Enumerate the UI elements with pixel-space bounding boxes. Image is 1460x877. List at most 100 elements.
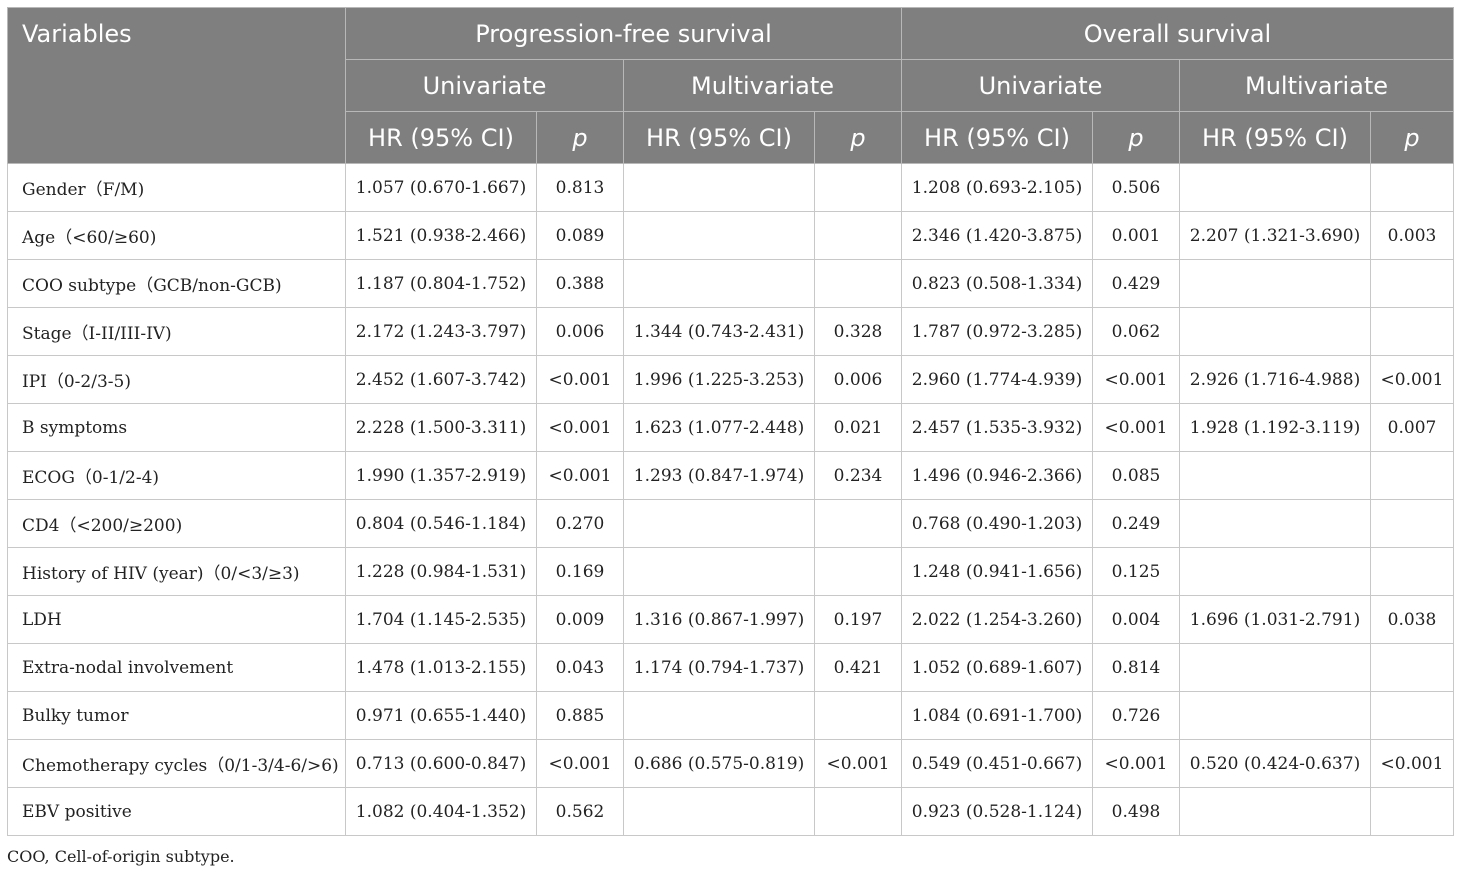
hr-cell: 0.713 (0.600-0.847) bbox=[345, 739, 537, 788]
variable-cell: Bulky tumor bbox=[7, 691, 346, 740]
p-value-cell: 0.197 bbox=[814, 595, 902, 644]
header-row-1: Variables Progression-free survival Over… bbox=[7, 7, 1454, 164]
variable-cell: IPI（0-2/3-5) bbox=[7, 355, 346, 404]
hr-cell: 1.928 (1.192-3.119) bbox=[1179, 403, 1371, 452]
p-value-cell bbox=[1370, 643, 1454, 692]
hr-cell: 1.084 (0.691-1.700) bbox=[901, 691, 1093, 740]
p-value-cell: 0.498 bbox=[1092, 787, 1180, 836]
p-value-cell: 0.421 bbox=[814, 643, 902, 692]
variable-cell: Chemotherapy cycles（0/1-3/4-6/>6) bbox=[7, 739, 346, 788]
p-value-cell: <0.001 bbox=[1370, 355, 1454, 404]
hr-cell: 1.208 (0.693-2.105) bbox=[901, 163, 1093, 212]
p-value-cell: 0.089 bbox=[536, 211, 624, 260]
pfs-univariate-header: Univariate bbox=[345, 59, 624, 112]
hr-cell: 1.052 (0.689-1.607) bbox=[901, 643, 1093, 692]
pfs-multivariate-header: Multivariate bbox=[623, 59, 902, 112]
hr-cell: 1.057 (0.670-1.667) bbox=[345, 163, 537, 212]
p-value-cell bbox=[814, 211, 902, 260]
hr-cell: 1.174 (0.794-1.737) bbox=[623, 643, 815, 692]
hr-cell bbox=[1179, 307, 1371, 356]
hr-cell bbox=[1179, 643, 1371, 692]
p-value-cell: 0.249 bbox=[1092, 499, 1180, 548]
p-value-cell bbox=[814, 787, 902, 836]
p-value-cell bbox=[814, 499, 902, 548]
p-value-cell bbox=[1370, 691, 1454, 740]
hr-cell: 0.549 (0.451-0.667) bbox=[901, 739, 1093, 788]
p-value-cell: 0.813 bbox=[536, 163, 624, 212]
hr-cell bbox=[1179, 259, 1371, 308]
p-header: p bbox=[1092, 111, 1180, 164]
hr-cell bbox=[1179, 691, 1371, 740]
p-value-cell: 0.003 bbox=[1370, 211, 1454, 260]
hr-cell: 1.704 (1.145-2.535) bbox=[345, 595, 537, 644]
os-multivariate-header: Multivariate bbox=[1179, 59, 1454, 112]
table-row: COO subtype（GCB/non-GCB) 1.187 (0.804-1.7… bbox=[7, 259, 1454, 308]
hr-cell: 0.686 (0.575-0.819) bbox=[623, 739, 815, 788]
hr-cell: 1.990 (1.357-2.919) bbox=[345, 451, 537, 500]
hr-cell: 2.457 (1.535-3.932) bbox=[901, 403, 1093, 452]
table-row: EBV positive 1.082 (0.404-1.352) 0.562 0.92… bbox=[7, 787, 1454, 836]
os-header: Overall survival bbox=[901, 7, 1454, 60]
hr-cell: 1.478 (1.013-2.155) bbox=[345, 643, 537, 692]
p-value-cell: 0.009 bbox=[536, 595, 624, 644]
hr-cell bbox=[1179, 451, 1371, 500]
header-row-2: Univariate Multivariate Univariate Multi… bbox=[8, 59, 1454, 112]
hr-cell: 1.996 (1.225-3.253) bbox=[623, 355, 815, 404]
table-row: History of HIV (year)（0/<3/≥3) 1.228 (0.9… bbox=[7, 547, 1454, 596]
table-row: CD4（<200/≥200) 0.804 (0.546-1.184) 0.270 0.… bbox=[7, 499, 1454, 548]
hr-cell: 2.228 (1.500-3.311) bbox=[345, 403, 537, 452]
p-value-cell: 0.043 bbox=[536, 643, 624, 692]
hr-cell: 0.823 (0.508-1.334) bbox=[901, 259, 1093, 308]
hr-cell: 2.960 (1.774-4.939) bbox=[901, 355, 1093, 404]
p-value-cell: <0.001 bbox=[1092, 403, 1180, 452]
cox-regression-table: Variables Progression-free survival Over… bbox=[7, 7, 1454, 836]
table-row: Bulky tumor 0.971 (0.655-1.440) 0.885 1.084… bbox=[7, 691, 1454, 740]
p-value-cell bbox=[1370, 547, 1454, 596]
hr-header: HR (95% CI) bbox=[901, 111, 1093, 164]
p-value-cell: 0.270 bbox=[536, 499, 624, 548]
variable-cell: EBV positive bbox=[7, 787, 346, 836]
hr-cell: 2.022 (1.254-3.260) bbox=[901, 595, 1093, 644]
p-value-cell: 0.429 bbox=[1092, 259, 1180, 308]
hr-header: HR (95% CI) bbox=[623, 111, 815, 164]
hr-cell bbox=[1179, 163, 1371, 212]
table-row: ECOG（0-1/2-4) 1.990 (1.357-2.919) <0.001 1.… bbox=[7, 451, 1454, 500]
p-value-cell bbox=[814, 547, 902, 596]
hr-cell: 0.768 (0.490-1.203) bbox=[901, 499, 1093, 548]
table-row: Extra-nodal involvement 1.478 (1.013-2.15… bbox=[7, 643, 1454, 692]
hr-cell: 0.520 (0.424-0.637) bbox=[1179, 739, 1371, 788]
p-value-cell: <0.001 bbox=[814, 739, 902, 788]
variable-cell: Extra-nodal involvement bbox=[7, 643, 346, 692]
hr-cell: 1.248 (0.941-1.656) bbox=[901, 547, 1093, 596]
p-value-cell bbox=[1370, 451, 1454, 500]
hr-cell: 1.521 (0.938-2.466) bbox=[345, 211, 537, 260]
variable-cell: COO subtype（GCB/non-GCB) bbox=[7, 259, 346, 308]
p-header: p bbox=[814, 111, 902, 164]
hr-cell bbox=[623, 499, 815, 548]
p-value-cell bbox=[1370, 307, 1454, 356]
variable-cell: Age（<60/≥60) bbox=[7, 211, 346, 260]
p-value-cell bbox=[814, 163, 902, 212]
p-value-cell: 0.328 bbox=[814, 307, 902, 356]
p-header: p bbox=[1370, 111, 1454, 164]
p-value-cell bbox=[1370, 787, 1454, 836]
hr-cell: 1.082 (0.404-1.352) bbox=[345, 787, 537, 836]
p-value-cell bbox=[814, 259, 902, 308]
hr-cell: 2.926 (1.716-4.988) bbox=[1179, 355, 1371, 404]
p-value-cell: 0.038 bbox=[1370, 595, 1454, 644]
hr-cell: 0.804 (0.546-1.184) bbox=[345, 499, 537, 548]
p-value-cell: 0.006 bbox=[814, 355, 902, 404]
table-row: Stage（I-II/III-IV) 2.172 (1.243-3.797) 0.0… bbox=[7, 307, 1454, 356]
os-univariate-header: Univariate bbox=[901, 59, 1180, 112]
table-header: Variables Progression-free survival Over… bbox=[7, 7, 1454, 164]
p-value-cell: 0.234 bbox=[814, 451, 902, 500]
hr-cell: 2.207 (1.321-3.690) bbox=[1179, 211, 1371, 260]
p-value-cell: <0.001 bbox=[1370, 739, 1454, 788]
p-value-cell bbox=[1370, 499, 1454, 548]
hr-cell: 2.452 (1.607-3.742) bbox=[345, 355, 537, 404]
table-row: IPI（0-2/3-5) 2.452 (1.607-3.742) <0.001 1.9… bbox=[7, 355, 1454, 404]
hr-cell bbox=[623, 787, 815, 836]
table-row: LDH 1.704 (1.145-2.535) 0.009 1.316 (0.867-… bbox=[7, 595, 1454, 644]
p-value-cell bbox=[1370, 259, 1454, 308]
variable-cell: Stage（I-II/III-IV) bbox=[7, 307, 346, 356]
